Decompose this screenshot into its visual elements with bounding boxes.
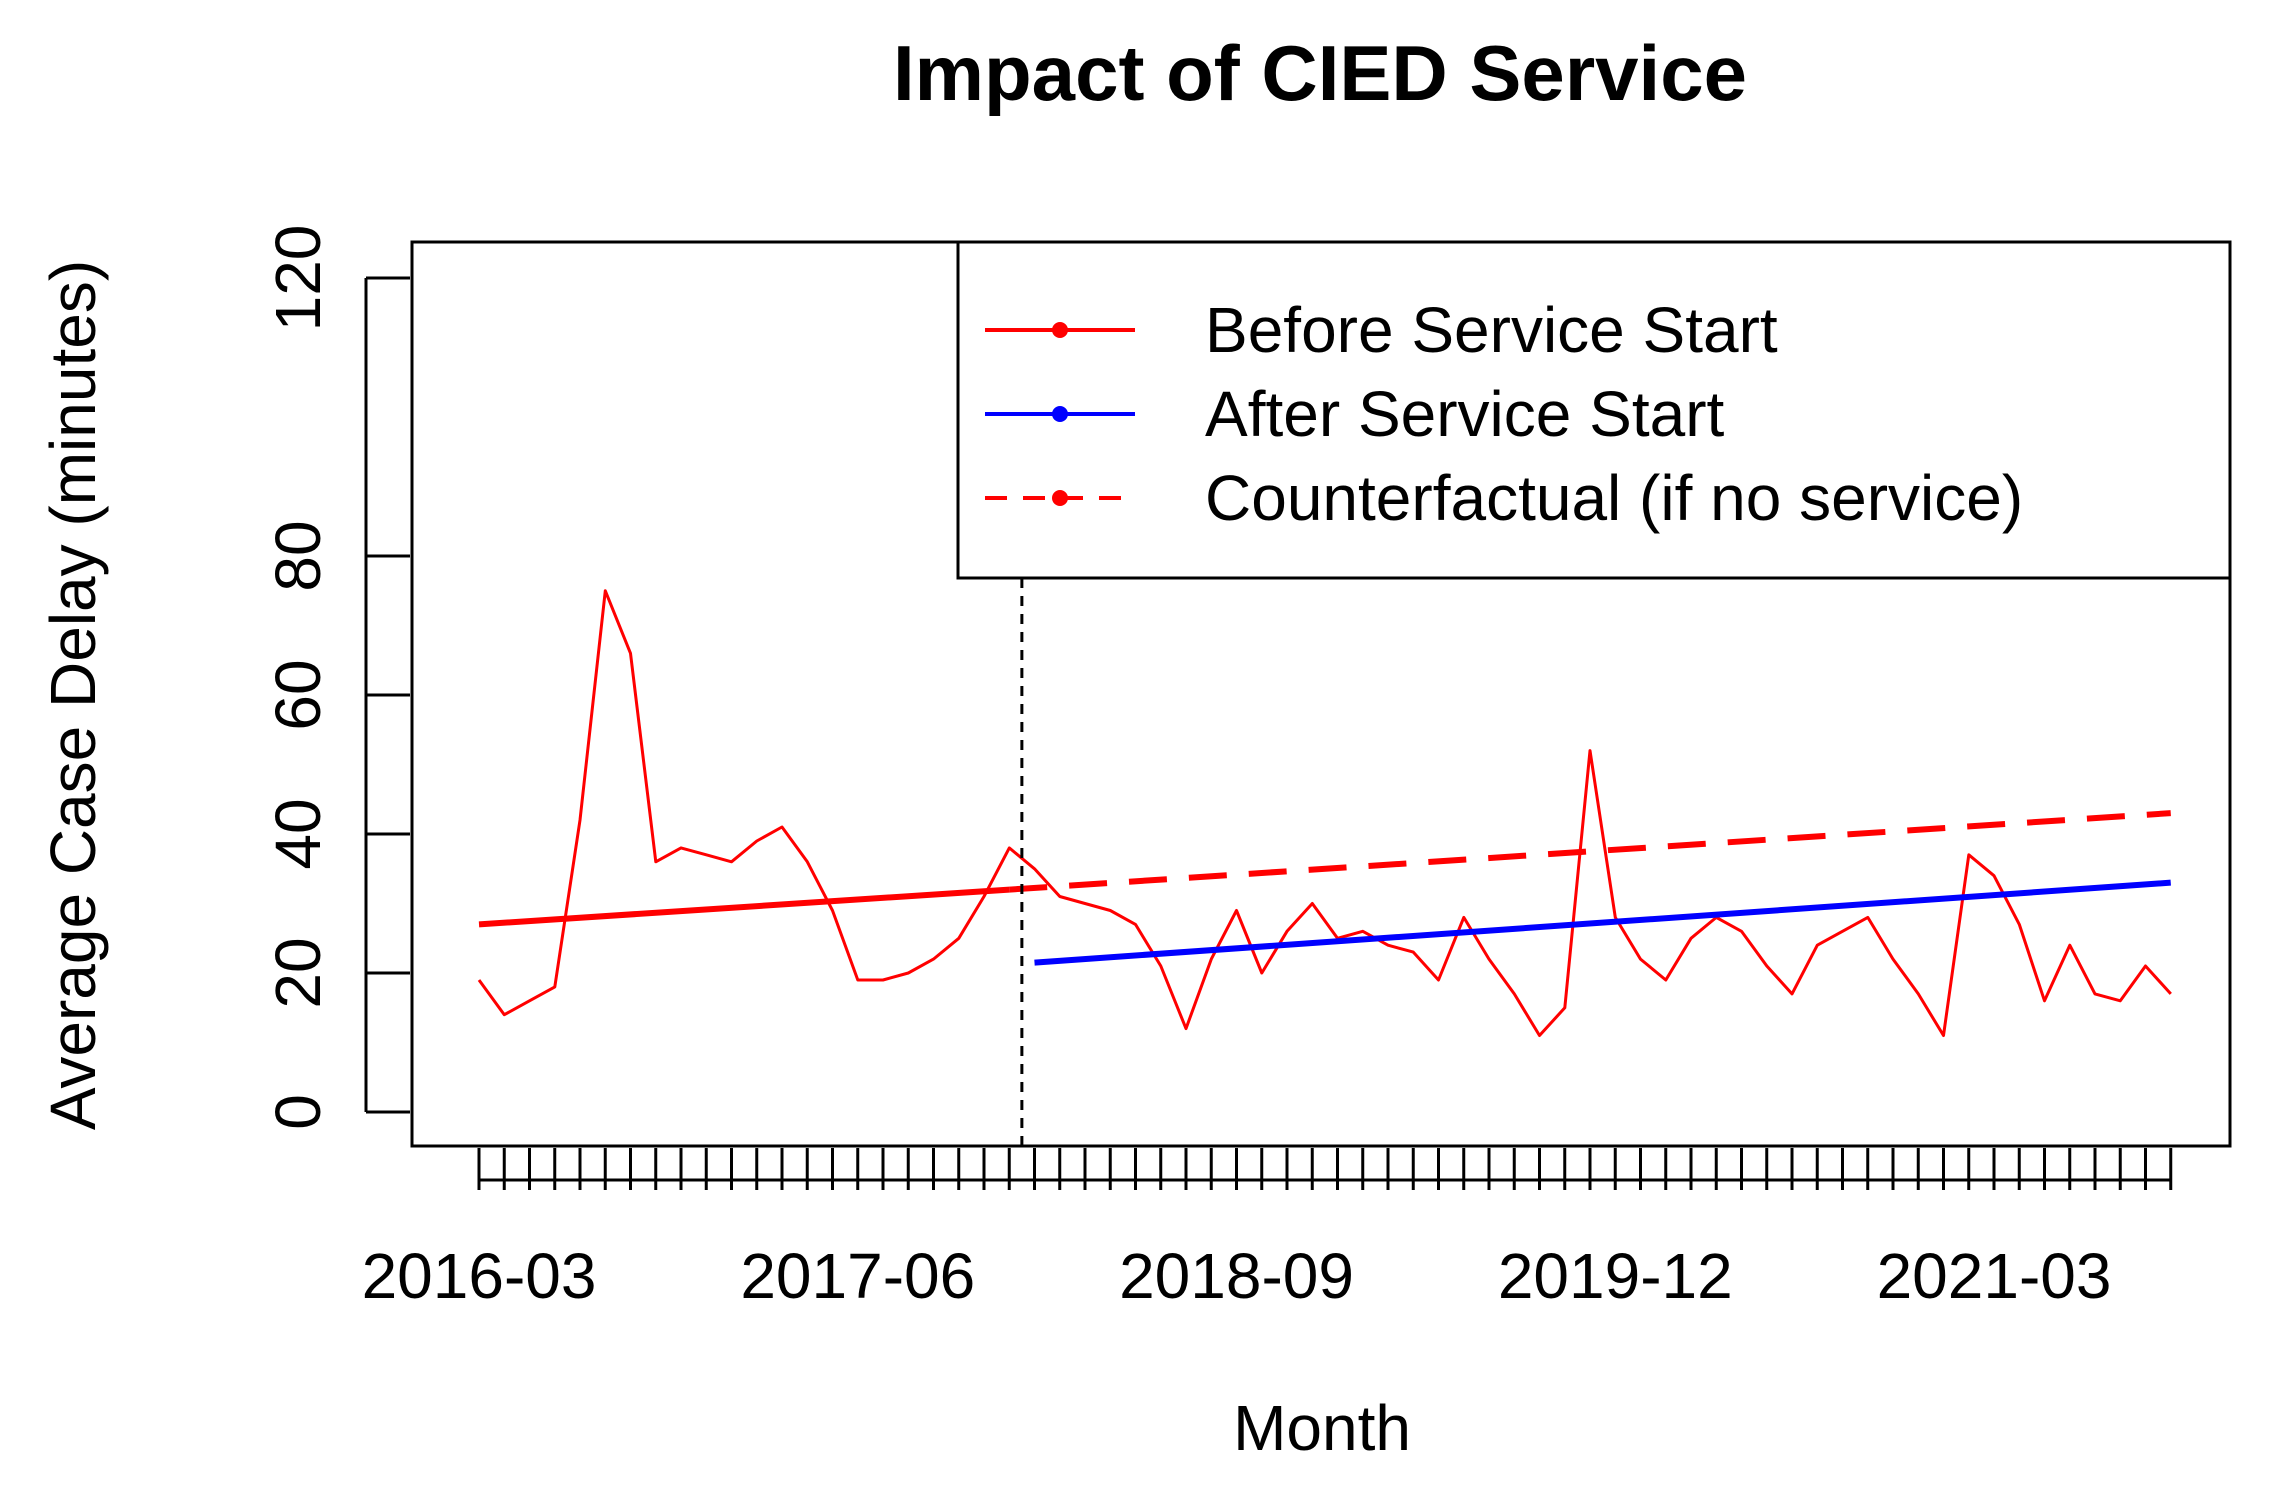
legend-counterfactual-marker	[1052, 490, 1068, 506]
x-tick-label: 2021-03	[1877, 1240, 2112, 1312]
chart-title: Impact of CIED Service	[893, 29, 1747, 117]
y-axis-title: Average Case Delay (minutes)	[37, 260, 109, 1130]
x-tick-label: 2019-12	[1498, 1240, 1733, 1312]
x-tick-label: 2016-03	[362, 1240, 597, 1312]
y-tick-label: 120	[262, 225, 334, 332]
counterfactual-line	[1009, 810, 2171, 893]
before-trend-line	[478, 886, 1010, 928]
legend-after-label: After Service Start	[1205, 378, 1725, 450]
observed-delay-line	[477, 589, 2172, 1037]
y-tick-label: 40	[262, 798, 334, 869]
x-tick-label: 2018-09	[1119, 1240, 1354, 1312]
y-tick-label: 60	[262, 659, 334, 730]
x-tick-label: 2017-06	[740, 1240, 975, 1312]
legend-before-label: Before Service Start	[1205, 294, 1778, 366]
y-axis: 0 20 40 60 80 120	[262, 225, 410, 1130]
legend-box	[956, 240, 2232, 580]
x-axis: 2016-03 2017-06 2018-09 2019-12 2021-03	[362, 1148, 2173, 1312]
legend-counterfactual-label: Counterfactual (if no service)	[1205, 462, 2023, 534]
after-trend-line	[1034, 879, 2171, 966]
y-tick-label: 0	[262, 1094, 334, 1130]
x-axis-title: Month	[1233, 1392, 1411, 1464]
legend-after-marker	[1052, 406, 1068, 422]
series-lines	[477, 589, 2172, 1037]
legend: Before Service Start After Service Start C…	[956, 240, 2232, 580]
y-tick-label: 20	[262, 937, 334, 1008]
legend-before-marker	[1052, 322, 1068, 338]
y-tick-label: 80	[262, 520, 334, 591]
